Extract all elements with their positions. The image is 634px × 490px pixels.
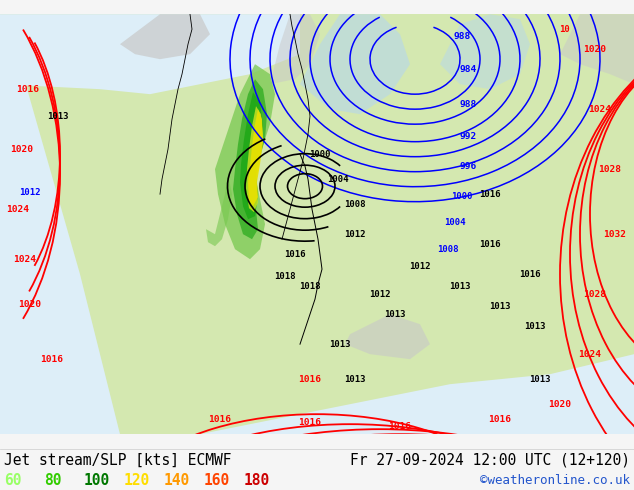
Text: 120: 120 [124, 472, 150, 488]
Text: 1013: 1013 [48, 112, 68, 121]
Text: 988: 988 [453, 32, 470, 41]
Text: 100: 100 [84, 472, 110, 488]
Polygon shape [206, 174, 232, 246]
Text: 1013: 1013 [384, 310, 406, 318]
Polygon shape [233, 79, 267, 239]
Polygon shape [440, 14, 530, 89]
Text: 1016: 1016 [389, 422, 411, 431]
Text: 992: 992 [460, 132, 477, 141]
Text: 1013: 1013 [344, 375, 366, 384]
Text: 1016: 1016 [299, 417, 321, 427]
Text: 140: 140 [164, 472, 190, 488]
Polygon shape [215, 64, 275, 259]
Text: 1020: 1020 [11, 145, 34, 154]
Text: 1032: 1032 [604, 230, 626, 239]
Text: 1012: 1012 [410, 262, 430, 270]
Text: 80: 80 [44, 472, 61, 488]
Text: 1008: 1008 [437, 245, 459, 254]
Polygon shape [240, 92, 263, 219]
Text: 1024: 1024 [6, 205, 30, 214]
Polygon shape [248, 109, 263, 206]
Polygon shape [0, 14, 300, 94]
Text: 1000: 1000 [451, 192, 473, 201]
Text: 1012: 1012 [369, 290, 391, 299]
Text: 1016: 1016 [299, 375, 321, 384]
Polygon shape [246, 106, 263, 212]
Text: 1008: 1008 [344, 200, 366, 209]
Polygon shape [560, 14, 634, 84]
Text: 1013: 1013 [450, 282, 471, 291]
Text: 1012: 1012 [344, 230, 366, 239]
Text: 1004: 1004 [327, 174, 349, 184]
Text: 1024: 1024 [588, 105, 612, 114]
Text: 1012: 1012 [19, 188, 41, 196]
Text: 1018: 1018 [299, 282, 321, 291]
Text: 1013: 1013 [524, 321, 546, 331]
Text: 1016: 1016 [479, 240, 501, 248]
Text: 988: 988 [460, 99, 477, 109]
Text: 1000: 1000 [309, 149, 331, 159]
Text: Fr 27-09-2024 12:00 UTC (12+120): Fr 27-09-2024 12:00 UTC (12+120) [350, 453, 630, 468]
Text: 1020: 1020 [548, 400, 571, 409]
Text: 1004: 1004 [444, 218, 466, 227]
Polygon shape [345, 314, 430, 359]
Text: 1016: 1016 [209, 415, 231, 424]
Text: 1013: 1013 [329, 340, 351, 349]
Text: 180: 180 [244, 472, 270, 488]
Polygon shape [120, 14, 210, 59]
Text: 1016: 1016 [519, 270, 541, 279]
Text: 10: 10 [560, 24, 571, 34]
Text: 1016: 1016 [489, 415, 512, 424]
Text: ©weatheronline.co.uk: ©weatheronline.co.uk [480, 473, 630, 487]
Text: 984: 984 [460, 65, 477, 74]
Text: Jet stream/SLP [kts] ECMWF: Jet stream/SLP [kts] ECMWF [4, 453, 231, 468]
Text: 1028: 1028 [583, 290, 607, 299]
Text: 1024: 1024 [578, 350, 602, 359]
Text: 1020: 1020 [18, 300, 41, 309]
Polygon shape [0, 14, 120, 434]
Text: 1020: 1020 [583, 45, 607, 54]
Text: 1016: 1016 [479, 190, 501, 198]
Text: 1024: 1024 [13, 255, 37, 264]
Text: 1016: 1016 [16, 85, 39, 94]
Text: 1013: 1013 [529, 375, 551, 384]
Text: 1013: 1013 [489, 302, 511, 311]
Text: 160: 160 [204, 472, 230, 488]
Polygon shape [270, 14, 320, 84]
Text: 60: 60 [4, 472, 22, 488]
Text: 996: 996 [460, 162, 477, 171]
Text: 1016: 1016 [41, 355, 63, 364]
Text: 1016: 1016 [284, 250, 306, 259]
Polygon shape [300, 14, 410, 114]
Text: 1018: 1018 [275, 271, 295, 281]
Polygon shape [200, 354, 634, 434]
Text: 1028: 1028 [598, 165, 621, 173]
